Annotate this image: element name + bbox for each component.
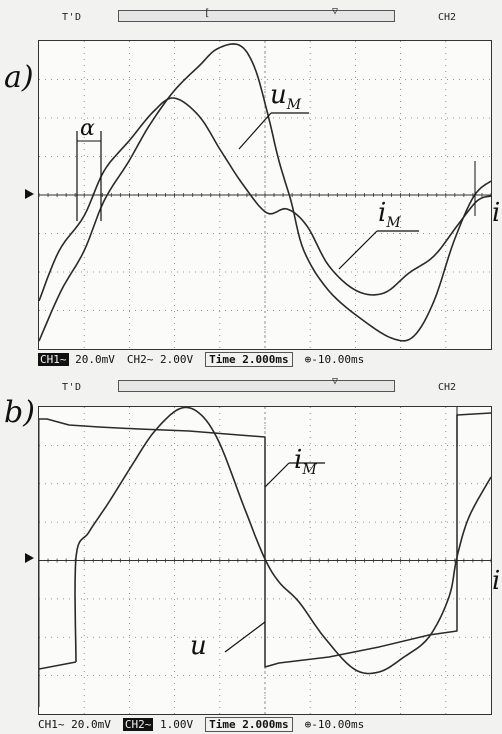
offset-readout-a: ⊕-10.00ms	[304, 352, 365, 366]
leader-i-m-a	[338, 230, 378, 270]
timebase-readout-a: Time 2.000ms	[205, 351, 293, 367]
curve-label-i-m-a: iM	[378, 198, 401, 232]
curve-label-u: u	[190, 631, 207, 661]
status-bar-b: CH1~ 20.0mV CH2~ 1.00V Time 2.000ms ⊕-10…	[38, 716, 502, 732]
scope-screen-a	[38, 40, 492, 350]
trace-u-b-left	[39, 661, 77, 670]
leader-u-m	[238, 112, 272, 150]
curve-label-u-m: uM	[270, 80, 302, 114]
trigger-flag-a: ▽	[332, 6, 339, 17]
ch1-tag-a: CH1~	[38, 352, 69, 366]
ch2-value-b: 1.00V	[159, 717, 194, 731]
trigger-bracket-left-a: [	[204, 8, 211, 19]
trigger-header-b: T'D	[62, 382, 82, 393]
ch1-value-a: 20.0mV	[75, 352, 115, 366]
trigger-position-bar-b	[118, 380, 395, 392]
offset-readout-b: ⊕-10.00ms	[304, 717, 365, 731]
trigger-flag-b: ▽	[332, 376, 339, 387]
trace-i-m-a	[39, 97, 491, 302]
trailing-label-b: i	[492, 566, 501, 596]
trailing-label-a: i	[492, 198, 501, 228]
trigger-source-b: CH2	[438, 382, 457, 393]
trace-u-m	[39, 43, 491, 342]
angle-label-alpha: α	[80, 116, 95, 141]
trace-u-b	[74, 407, 491, 675]
trace-i-m-b	[39, 412, 491, 668]
status-bar-a: CH1~ 20.0mV CH2~ 2.00V Time 2.000ms ⊕-10…	[38, 351, 502, 367]
panel-label-b: b)	[4, 395, 35, 430]
ch1-readout-b: CH1~ 20.0mV	[38, 717, 111, 731]
ch2-tag-b: CH2~	[122, 717, 154, 731]
leader-u-b	[224, 621, 266, 653]
leader-i-m-b	[264, 462, 290, 488]
ch1-readout-a: CH1~ 20.0mV	[38, 352, 115, 366]
scope-screen-b	[38, 406, 492, 715]
oscilloscope-panel-b: T'D ▽ CH2 b) iM u i CH1~ 20.0mV CH2~ 1.0…	[0, 373, 502, 734]
oscilloscope-panel-a: T'D [ ▽ CH2 a) uM iM α i CH1~ 20.0mV CH2…	[4, 6, 502, 367]
ch2-readout-b: CH2~ 1.00V	[122, 717, 194, 731]
ch2-readout-a: CH2~ 2.00V	[126, 352, 194, 366]
panel-label-a: a)	[4, 60, 34, 95]
curve-label-i-m-b: iM	[294, 445, 317, 479]
trigger-header-a: T'D	[62, 12, 82, 23]
scope-plot-a	[39, 41, 491, 349]
trigger-position-bar-a	[118, 10, 395, 22]
timebase-readout-b: Time 2.000ms	[205, 716, 293, 732]
ground-marker-a	[25, 189, 34, 199]
scope-plot-b	[39, 407, 491, 714]
trigger-source-a: CH2	[438, 12, 457, 23]
ground-marker-b	[25, 553, 34, 563]
